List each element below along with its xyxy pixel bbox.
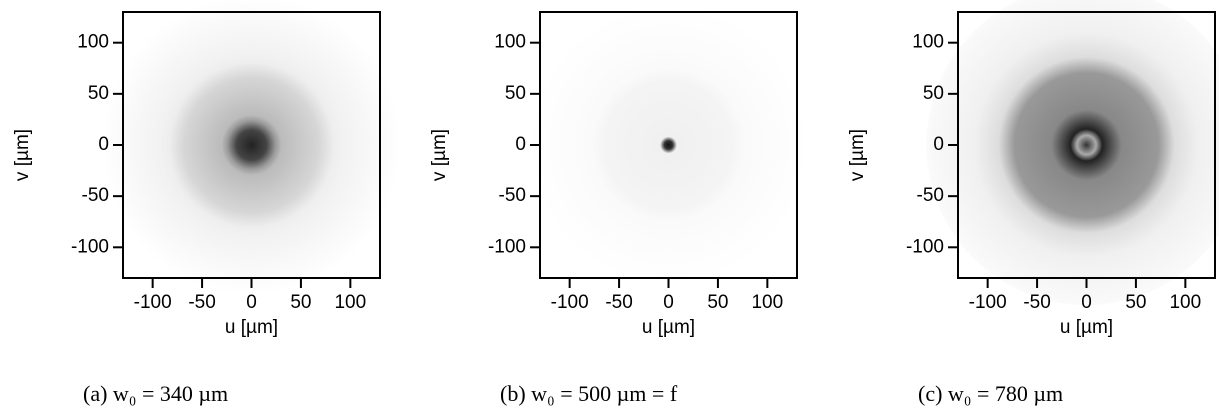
x-tick-label: -50 [188, 292, 215, 313]
x-tick-label: -100 [134, 292, 172, 313]
caption: (c) w₀ = 780 µm [918, 381, 1063, 406]
x-axis-label: u [µm] [642, 317, 695, 338]
y-tick-label: 0 [98, 134, 109, 155]
x-tick-label: 50 [290, 292, 311, 313]
x-tick-label: -100 [551, 292, 589, 313]
x-tick-label: -100 [969, 292, 1007, 313]
y-tick-label: -100 [906, 236, 944, 257]
x-tick-label: 100 [1169, 292, 1201, 313]
y-tick-label: -50 [82, 185, 109, 206]
y-axis-label: v [µm] [429, 129, 450, 181]
y-tick-label: 50 [505, 83, 526, 104]
x-axis-label: u [µm] [1060, 317, 1113, 338]
y-tick-label: 0 [933, 134, 944, 155]
y-tick-label: 50 [88, 83, 109, 104]
y-tick-label: 100 [77, 32, 109, 53]
y-tick-label: 100 [494, 32, 526, 53]
intensity-image [926, 0, 1219, 305]
x-tick-label: 50 [707, 292, 728, 313]
y-tick-label: -100 [71, 236, 109, 257]
intensity-image [101, 0, 402, 295]
intensity-image [528, 5, 809, 285]
caption: (a) w₀ = 340 µm [83, 381, 228, 406]
x-tick-label: -50 [1023, 292, 1050, 313]
caption: (b) w₀ = 500 µm = f [500, 381, 678, 406]
x-tick-label: 0 [1081, 292, 1092, 313]
x-axis-label: u [µm] [225, 317, 278, 338]
y-axis-label: v [µm] [12, 129, 33, 181]
x-tick-label: 0 [663, 292, 674, 313]
y-tick-label: -50 [499, 185, 526, 206]
x-tick-label: -50 [605, 292, 632, 313]
y-tick-label: 50 [923, 83, 944, 104]
x-tick-label: 100 [751, 292, 783, 313]
y-tick-label: 0 [515, 134, 526, 155]
x-tick-label: 50 [1125, 292, 1146, 313]
y-tick-label: -50 [917, 185, 944, 206]
y-axis-label: v [µm] [847, 129, 868, 181]
x-tick-label: 100 [334, 292, 366, 313]
y-tick-label: 100 [912, 32, 944, 53]
y-tick-label: -100 [488, 236, 526, 257]
x-tick-label: 0 [246, 292, 257, 313]
